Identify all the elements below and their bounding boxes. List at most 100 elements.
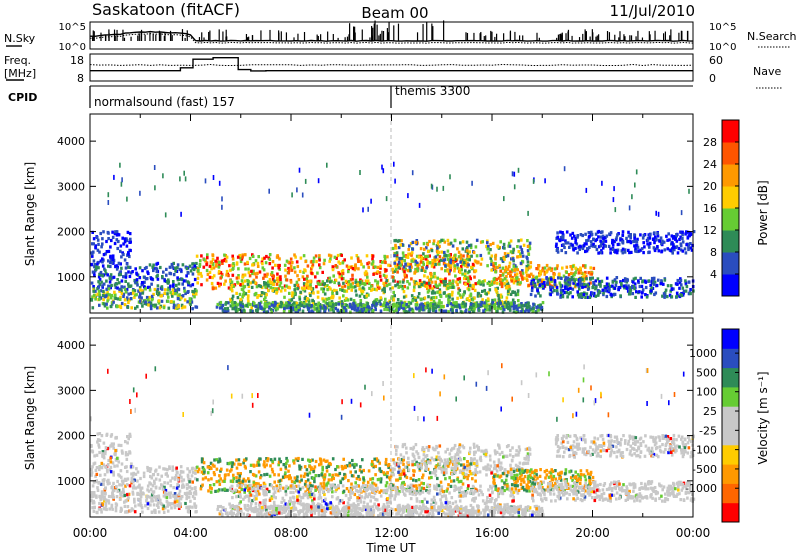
heatmap-cell (441, 489, 445, 494)
heatmap-cell (452, 261, 455, 265)
heatmap-cell (158, 486, 162, 490)
heatmap-cell (257, 482, 260, 486)
heatmap-cell (415, 301, 419, 305)
heatmap-cell (97, 280, 100, 284)
heatmap-cell (334, 302, 338, 306)
heatmap-cell (150, 476, 154, 480)
heatmap-cell (404, 267, 407, 271)
heatmap-cell (306, 478, 310, 482)
heatmap-cell (350, 288, 353, 292)
heatmap-cell (168, 265, 172, 269)
heatmap-cell (502, 308, 506, 312)
heatmap-cell (354, 289, 358, 293)
heatmap-cell (571, 287, 575, 291)
heatmap-cell (301, 457, 304, 461)
heatmap-cell (279, 289, 283, 293)
heatmap-cell (468, 307, 471, 312)
freq-left-tick-bottom: 8 (77, 72, 84, 85)
heatmap-cell (563, 166, 566, 172)
heatmap-cell (511, 290, 515, 294)
heatmap-cell (116, 265, 119, 269)
heatmap-cell (114, 449, 117, 453)
heatmap-cell (285, 461, 288, 465)
heatmap-cell (149, 503, 152, 507)
heatmap-cell (135, 280, 139, 284)
heatmap-cell (218, 457, 221, 461)
heatmap-cell (127, 492, 131, 496)
heatmap-cell (438, 283, 442, 287)
heatmap-cell (281, 475, 285, 479)
heatmap-cell (371, 477, 375, 481)
heatmap-cell (208, 486, 212, 490)
heatmap-cell (288, 306, 292, 310)
heatmap-cell (414, 267, 417, 272)
heatmap-cell (278, 304, 282, 308)
heatmap-cell (567, 292, 571, 296)
heatmap-cell (499, 257, 503, 261)
heatmap-cell (642, 251, 645, 255)
heatmap-cell (231, 297, 234, 301)
heatmap-cell (443, 254, 446, 258)
heatmap-cell (91, 506, 94, 510)
heatmap-cell (269, 281, 273, 285)
heatmap-cell (614, 238, 618, 242)
heatmap-cell (401, 251, 405, 255)
heatmap-cell (221, 479, 225, 483)
heatmap-cell (251, 253, 254, 257)
heatmap-cell (161, 275, 164, 279)
heatmap-cell (497, 293, 500, 298)
heatmap-cell (432, 285, 436, 289)
heatmap-cell (625, 236, 628, 240)
heatmap-cell (249, 302, 252, 307)
heatmap-cell (495, 277, 498, 281)
heatmap-cell (519, 245, 522, 249)
heatmap-cell (436, 303, 440, 307)
heatmap-cell (486, 247, 489, 251)
heatmap-cell (273, 457, 277, 461)
heatmap-cell (110, 503, 114, 507)
heatmap-cell (107, 237, 110, 241)
heatmap-cell (123, 287, 127, 291)
heatmap-cell (131, 486, 135, 490)
heatmap-cell (384, 281, 388, 285)
heatmap-cell (256, 295, 259, 299)
heatmap-cell (92, 293, 96, 297)
heatmap-cell (229, 461, 232, 465)
heatmap-cell (578, 278, 582, 282)
heatmap-cell (253, 473, 256, 477)
heatmap-cell (133, 500, 136, 504)
heatmap-cell (565, 291, 569, 295)
heatmap-cell (99, 508, 103, 512)
heatmap-cell (107, 259, 110, 263)
heatmap-cell (348, 461, 351, 465)
heatmap-cell (576, 234, 580, 238)
heatmap-cell (601, 246, 605, 250)
heatmap-cell (382, 168, 385, 174)
heatmap-cell (133, 280, 137, 284)
heatmap-cell (149, 487, 153, 491)
heatmap-cell (379, 264, 382, 268)
heatmap-cell (147, 467, 151, 471)
heatmap-cell (506, 281, 510, 285)
heatmap-cell (328, 259, 331, 263)
heatmap-cell (687, 247, 690, 252)
heatmap-cell (538, 274, 541, 278)
heatmap-cell (129, 271, 133, 275)
heatmap-cell (366, 480, 370, 484)
heatmap-cell (571, 295, 574, 299)
heatmap-cell (378, 299, 381, 303)
heatmap-cell (147, 489, 151, 493)
heatmap-cell (584, 275, 588, 279)
heatmap-cell (449, 258, 453, 262)
heatmap-cell (389, 263, 392, 268)
heatmap-cell (506, 292, 510, 296)
heatmap-cell (159, 502, 163, 506)
heatmap-cell (476, 291, 480, 295)
heatmap-cell (331, 457, 335, 461)
heatmap-cell (151, 491, 155, 495)
heatmap-cell (218, 261, 221, 265)
heatmap-cell (155, 495, 158, 499)
heatmap-cell (128, 265, 132, 269)
heatmap-cell (527, 252, 531, 256)
